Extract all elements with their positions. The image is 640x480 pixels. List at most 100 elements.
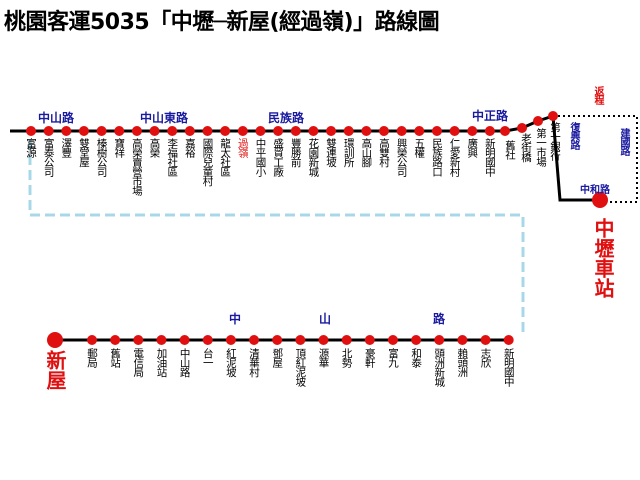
stop-label: 紅泥坡 <box>224 348 237 377</box>
stop-marker <box>503 335 514 345</box>
stop-marker <box>361 126 372 136</box>
stop-marker <box>548 111 558 121</box>
stop-marker <box>114 126 125 136</box>
stop-marker <box>179 335 190 345</box>
stop-marker <box>326 126 337 136</box>
stop-label: 寶祥 <box>113 138 126 157</box>
stop-label: 盛貿工廠 <box>272 138 285 176</box>
stop-marker <box>411 335 422 345</box>
stop-label: 清華村 <box>248 348 261 377</box>
stop-marker <box>467 126 478 136</box>
stop-marker <box>220 126 231 136</box>
stop-marker <box>131 126 142 136</box>
stop-label: 廣興 <box>466 138 479 157</box>
stop-label: 電信局 <box>132 348 145 377</box>
stop-marker <box>364 335 375 345</box>
stop-marker <box>308 126 319 136</box>
stop-label: 高榮賣營市場 <box>130 138 143 195</box>
stop-label: 加油站 <box>155 348 168 377</box>
stop-label: 和泰 <box>410 348 423 367</box>
stop-marker <box>149 126 160 136</box>
stop-marker <box>167 126 178 136</box>
stop-label: 第一市場 <box>535 128 547 166</box>
road-label: 復興路 <box>568 122 579 149</box>
stop-label: 李福社區 <box>166 138 179 176</box>
stop-label: 國際兒童村 <box>201 138 214 186</box>
stop-marker <box>457 335 468 345</box>
stop-marker <box>110 335 121 345</box>
road-label: 中山路 <box>38 111 75 125</box>
stop-marker <box>431 126 442 136</box>
stop-label: 中平國小 <box>254 138 267 176</box>
stop-marker <box>290 126 301 136</box>
stop-marker <box>255 126 266 136</box>
road-label: 山 <box>319 312 332 326</box>
road-label: 民族路 <box>268 111 305 125</box>
stop-label: 雙連坡 <box>325 138 338 167</box>
stop-marker <box>517 123 527 133</box>
stop-marker <box>480 335 491 345</box>
stop-label: 台一 <box>201 348 214 367</box>
stop-label: 龍太社區 <box>219 138 232 176</box>
stop-label: 榛樹公司 <box>95 138 108 176</box>
stop-label: 豪軒 <box>363 348 376 367</box>
title: 桃園客運5035「中壢─新屋(經過嶺)」路線圖 <box>4 10 440 35</box>
stop-label: 五權 <box>413 138 426 157</box>
road-label: 中和路 <box>580 185 610 196</box>
stop-label: 民族路口 <box>430 138 443 176</box>
stop-label: 高榮 <box>148 138 161 157</box>
terminal-label: 新屋 <box>43 350 67 390</box>
stop-marker <box>87 335 97 345</box>
stop-marker <box>533 116 543 126</box>
stop-marker <box>500 126 510 136</box>
stop-marker <box>225 335 236 345</box>
stop-marker <box>273 126 284 136</box>
stop-marker <box>379 126 389 136</box>
stop-marker <box>133 335 144 345</box>
stop-label: 富泰公司 <box>42 138 55 176</box>
stop-label: 富九 <box>386 348 399 367</box>
stop-label: 舊社 <box>504 140 516 159</box>
stop-label: 花園新城 <box>307 138 320 176</box>
stop-marker <box>414 126 425 136</box>
terminal-marker <box>47 332 63 348</box>
stop-label: 興榮公司 <box>395 138 408 176</box>
road-label: 路 <box>433 312 446 326</box>
terminal-marker <box>592 192 608 208</box>
stop-marker <box>61 126 72 136</box>
stop-label: 中山路 <box>178 348 191 377</box>
stop-label: 頭洲新城 <box>433 348 446 386</box>
stop-marker <box>396 126 407 136</box>
stop-label: 嘉裕 <box>183 138 196 157</box>
stop-marker <box>156 335 167 345</box>
stop-marker <box>26 126 36 136</box>
road-label: 中 <box>229 312 242 326</box>
return-label: 返程 <box>592 86 603 104</box>
terminal-line <box>551 115 600 202</box>
stop-marker <box>341 335 352 345</box>
road-label: 中正路 <box>472 109 509 123</box>
stop-marker <box>96 126 107 136</box>
stop-label: 志欣 <box>479 348 492 367</box>
road-label: 建國路 <box>618 128 629 155</box>
stop-marker <box>295 335 306 345</box>
stop-label: 仁愛新村 <box>448 138 461 176</box>
stop-label: 新明國中 <box>483 138 496 176</box>
stop-label: 環訓所 <box>342 138 355 167</box>
stop-label: 鄧屋 <box>271 348 284 367</box>
stop-label: 過嶺 <box>236 138 249 157</box>
stop-marker <box>202 126 213 136</box>
stop-marker <box>202 335 213 345</box>
stop-label: 雙堂屋 <box>77 138 90 167</box>
road-label: 中山東路 <box>140 111 189 125</box>
stop-label: 源華 <box>317 348 330 367</box>
stop-marker <box>449 126 460 136</box>
connector-line <box>28 140 525 335</box>
stop-label: 第一銀行 <box>549 122 561 160</box>
return-loop <box>553 115 638 203</box>
stop-marker <box>272 335 283 345</box>
stop-label: 舊站 <box>109 348 122 367</box>
stop-label: 郵局 <box>86 348 98 367</box>
stop-label: 澤豐 <box>60 138 73 157</box>
